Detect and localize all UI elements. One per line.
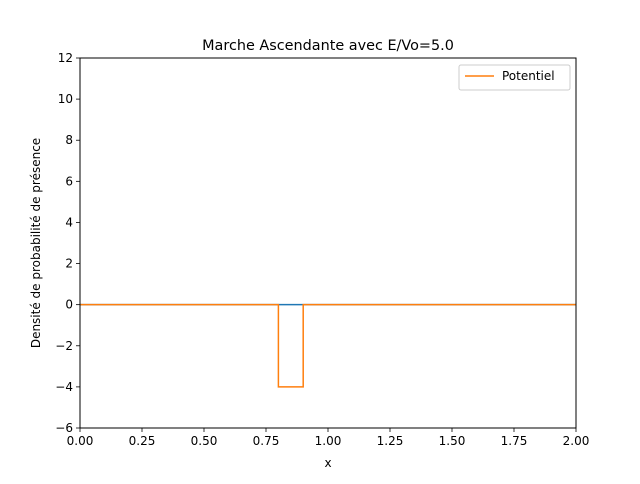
y-axis-label: Densité de probabilité de présence bbox=[29, 138, 43, 348]
chart-title: Marche Ascendante avec E/Vo=5.0 bbox=[202, 38, 454, 54]
x-tick-label: 2.00 bbox=[563, 434, 590, 448]
x-tick-label: 0.00 bbox=[67, 434, 94, 448]
legend: Potentiel bbox=[458, 64, 571, 91]
y-tick-label: 4 bbox=[65, 215, 73, 229]
y-tick-label: 10 bbox=[58, 92, 73, 106]
y-tick-label: 12 bbox=[58, 51, 73, 65]
x-tick-label: 0.25 bbox=[129, 434, 156, 448]
y-tick-label: 2 bbox=[65, 257, 73, 271]
y-tick-label: 0 bbox=[65, 298, 73, 312]
y-tick-label: −2 bbox=[55, 339, 73, 353]
y-tick-label: 6 bbox=[65, 174, 73, 188]
x-axis-label: x bbox=[324, 456, 331, 470]
y-tick-label: −4 bbox=[55, 380, 73, 394]
x-tick-label: 0.50 bbox=[191, 434, 218, 448]
y-tick-label: 8 bbox=[65, 133, 73, 147]
legend-box bbox=[458, 64, 571, 91]
x-tick-label: 1.25 bbox=[377, 434, 404, 448]
y-tick-label: −6 bbox=[55, 421, 73, 435]
series-line-potentiel bbox=[80, 303, 576, 388]
x-tick-label: 1.50 bbox=[439, 434, 466, 448]
plot-frame bbox=[79, 57, 577, 429]
plot-area bbox=[80, 58, 576, 428]
x-tick-label: 1.00 bbox=[315, 434, 342, 448]
legend-label-potentiel: Potentiel bbox=[502, 69, 555, 83]
series-layer bbox=[80, 303, 576, 388]
x-tick-label: 0.75 bbox=[253, 434, 280, 448]
axes-layer: 0.00 0.25 0.50 0.75 1.00 1.25 1.50 1.75 2.00 −6 −4… bbox=[55, 51, 589, 448]
x-tick-label: 1.75 bbox=[501, 434, 528, 448]
